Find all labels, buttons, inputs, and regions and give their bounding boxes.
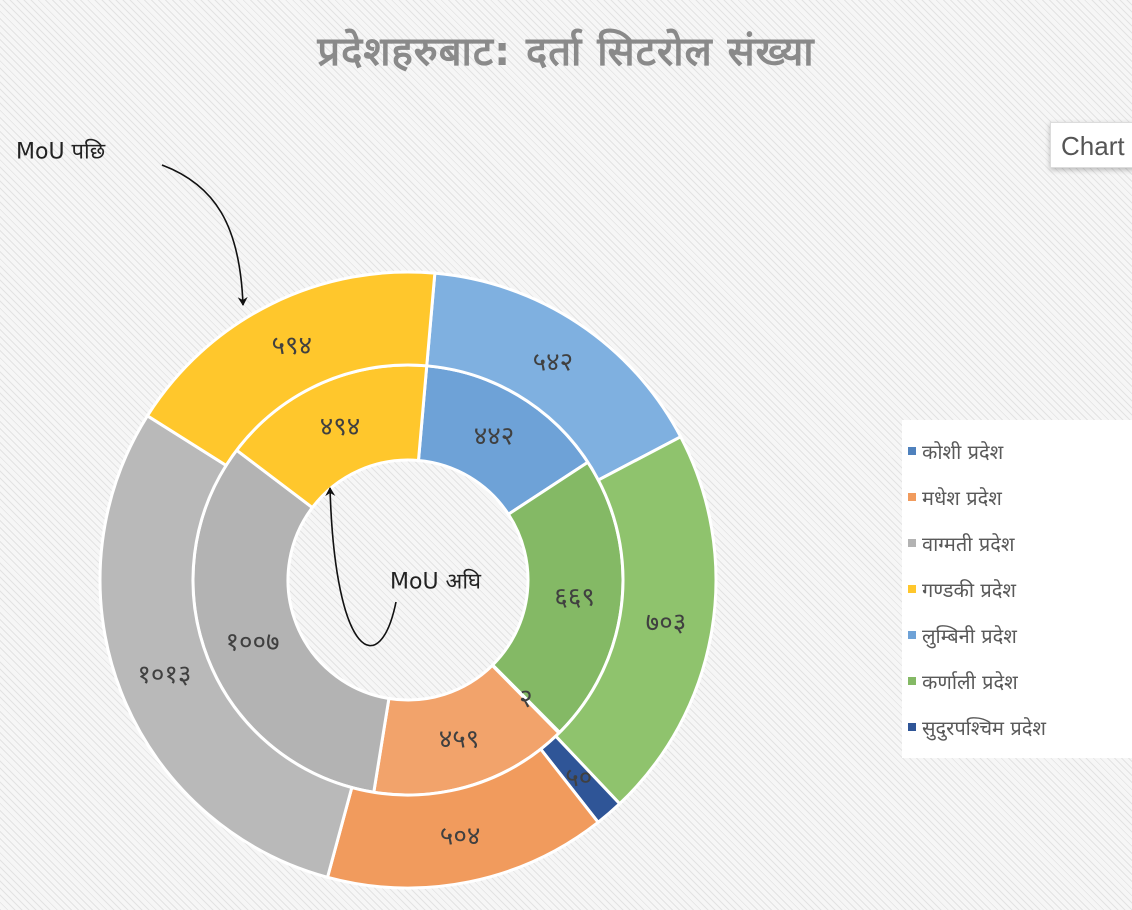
- legend-label: कर्णाली प्रदेश: [922, 669, 1018, 694]
- outer-annotation-arrow: [161, 164, 248, 306]
- legend-item: लुम्बिनी प्रदेश: [908, 612, 1132, 658]
- inner-ring-label-3: ४५९: [439, 725, 480, 755]
- legend-swatch: [908, 539, 916, 547]
- legend-swatch: [908, 585, 916, 593]
- legend-label: सुदुरपश्चिम प्रदेश: [922, 715, 1046, 740]
- chart-legend: कोशी प्रदेश मधेश प्रदेश वाग्मती प्रदेश गण्ड…: [902, 420, 1132, 758]
- legend-item: वाग्मती प्रदेश: [908, 520, 1132, 566]
- chart-tab[interactable]: Chart: [1050, 122, 1132, 168]
- chart-title: प्रदेशहरुबाट: दर्ता सिटरोल संख्या: [317, 29, 815, 75]
- outer-ring-label-0: ५४२: [533, 347, 574, 377]
- legend-swatch: [908, 631, 916, 639]
- outer-ring-label-2: ५०: [565, 763, 592, 793]
- inner-ring-label-5: ४९४: [320, 412, 361, 442]
- inner-ring-label-1: ६६९: [554, 582, 595, 612]
- legend-item: कोशी प्रदेश: [908, 428, 1132, 474]
- legend-label: कोशी प्रदेश: [922, 439, 1004, 464]
- legend-label: वाग्मती प्रदेश: [922, 531, 1015, 556]
- inner-annotation-label: MoU अघि: [390, 569, 482, 595]
- legend-swatch: [908, 723, 916, 731]
- inner-annotation-arrow: [325, 487, 397, 647]
- outer-ring-label-3: ५०४: [440, 821, 481, 851]
- legend-label: लुम्बिनी प्रदेश: [922, 623, 1017, 648]
- legend-label: मधेश प्रदेश: [922, 485, 1002, 510]
- inner-ring-label-4: १००७: [225, 627, 279, 657]
- outer-ring-segment-4: [98, 413, 354, 880]
- legend-swatch: [908, 493, 916, 501]
- outer-ring-label-5: ५९४: [271, 331, 312, 361]
- inner-ring-label-0: ४४२: [474, 421, 515, 451]
- legend-swatch: [908, 677, 916, 685]
- outer-ring-segment-5: [145, 270, 437, 468]
- legend-item: कर्णाली प्रदेश: [908, 658, 1132, 704]
- legend-item: मधेश प्रदेश: [908, 474, 1132, 520]
- outer-ring-label-1: ७०३: [646, 608, 687, 638]
- legend-swatch: [908, 447, 916, 455]
- outer-ring-label-4: १०१३: [137, 660, 191, 690]
- outer-annotation-label: MoU पछि: [16, 139, 106, 165]
- legend-label: गण्डकी प्रदेश: [922, 577, 1016, 602]
- outer-ring-segment-1: [553, 434, 718, 806]
- legend-item: गण्डकी प्रदेश: [908, 566, 1132, 612]
- legend-item: सुदुरपश्चिम प्रदेश: [908, 704, 1132, 750]
- inner-ring-label-2: २: [519, 684, 533, 714]
